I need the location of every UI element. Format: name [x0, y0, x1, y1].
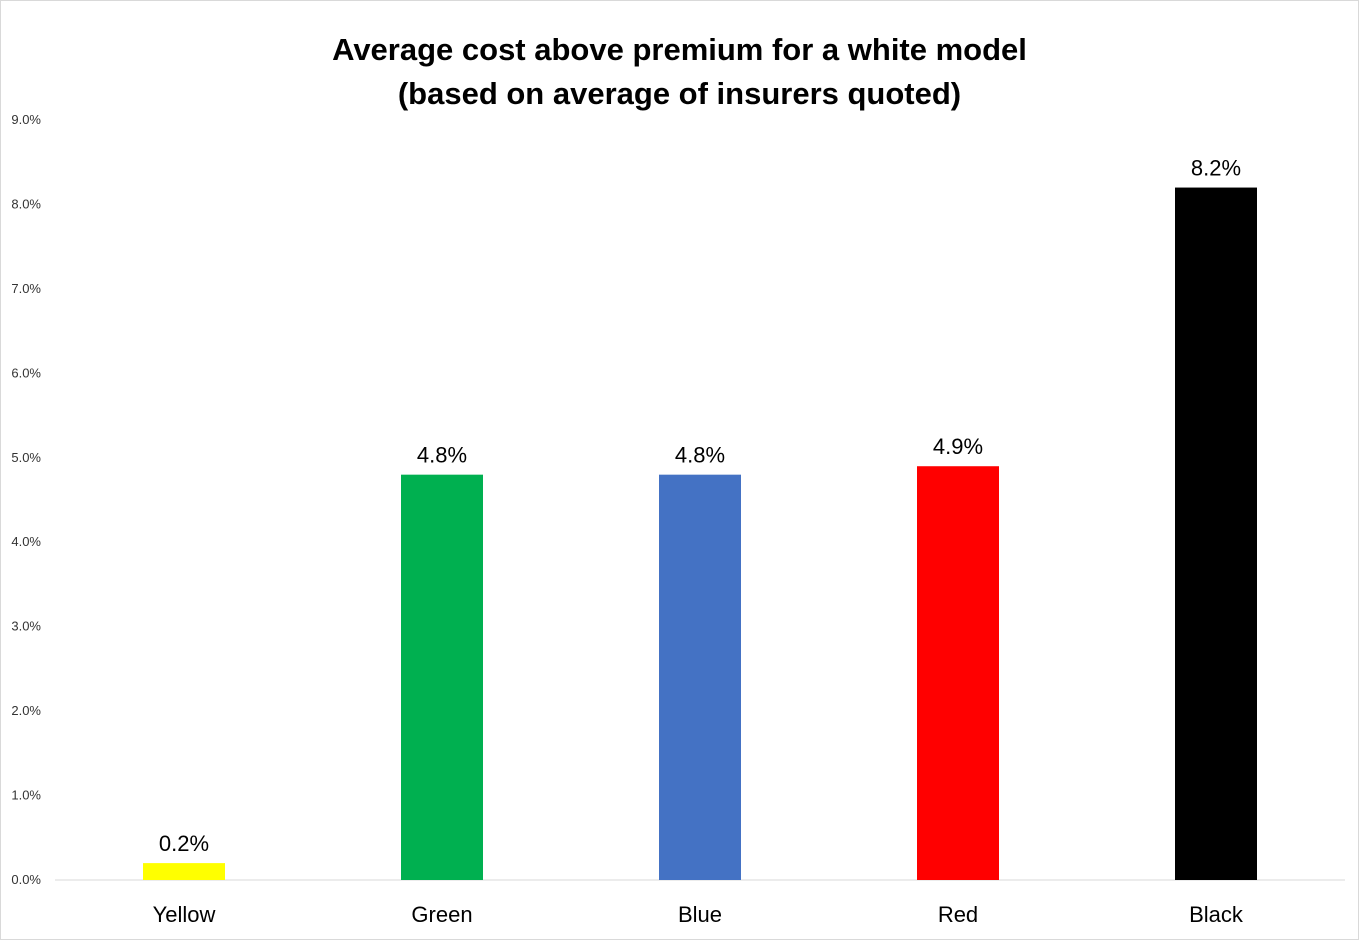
- x-category-label: Yellow: [153, 902, 216, 927]
- data-label: 4.8%: [675, 443, 725, 468]
- data-label: 4.9%: [933, 434, 983, 459]
- bar-black: [1175, 187, 1257, 881]
- chart-title-line-2: (based on average of insurers quoted): [397, 76, 962, 111]
- bar-green: [401, 474, 483, 880]
- data-label: 4.8%: [417, 443, 467, 468]
- data-label: 0.2%: [159, 831, 209, 856]
- y-tick-label: 4.0%: [11, 534, 41, 549]
- chart-title-line-1: Average cost above premium for a white m…: [332, 32, 1027, 67]
- y-tick-label: 8.0%: [11, 196, 41, 211]
- x-category-label: Blue: [678, 902, 722, 927]
- x-category-label: Black: [1189, 902, 1244, 927]
- bar-blue: [659, 474, 741, 880]
- x-category-label: Red: [938, 902, 978, 927]
- y-tick-label: 7.0%: [11, 281, 41, 296]
- y-tick-label: 5.0%: [11, 450, 41, 465]
- y-tick-label: 2.0%: [11, 703, 41, 718]
- y-tick-label: 6.0%: [11, 365, 41, 380]
- bar-red: [917, 466, 999, 880]
- x-category-label: Green: [411, 902, 472, 927]
- y-tick-label: 1.0%: [11, 788, 41, 803]
- data-label: 8.2%: [1191, 156, 1241, 181]
- y-tick-label: 3.0%: [11, 619, 41, 634]
- chart-title: Average cost above premium for a white m…: [0, 28, 1359, 116]
- y-tick-label: 9.0%: [11, 112, 41, 127]
- y-tick-label: 0.0%: [11, 872, 41, 887]
- bar-yellow: [143, 863, 225, 880]
